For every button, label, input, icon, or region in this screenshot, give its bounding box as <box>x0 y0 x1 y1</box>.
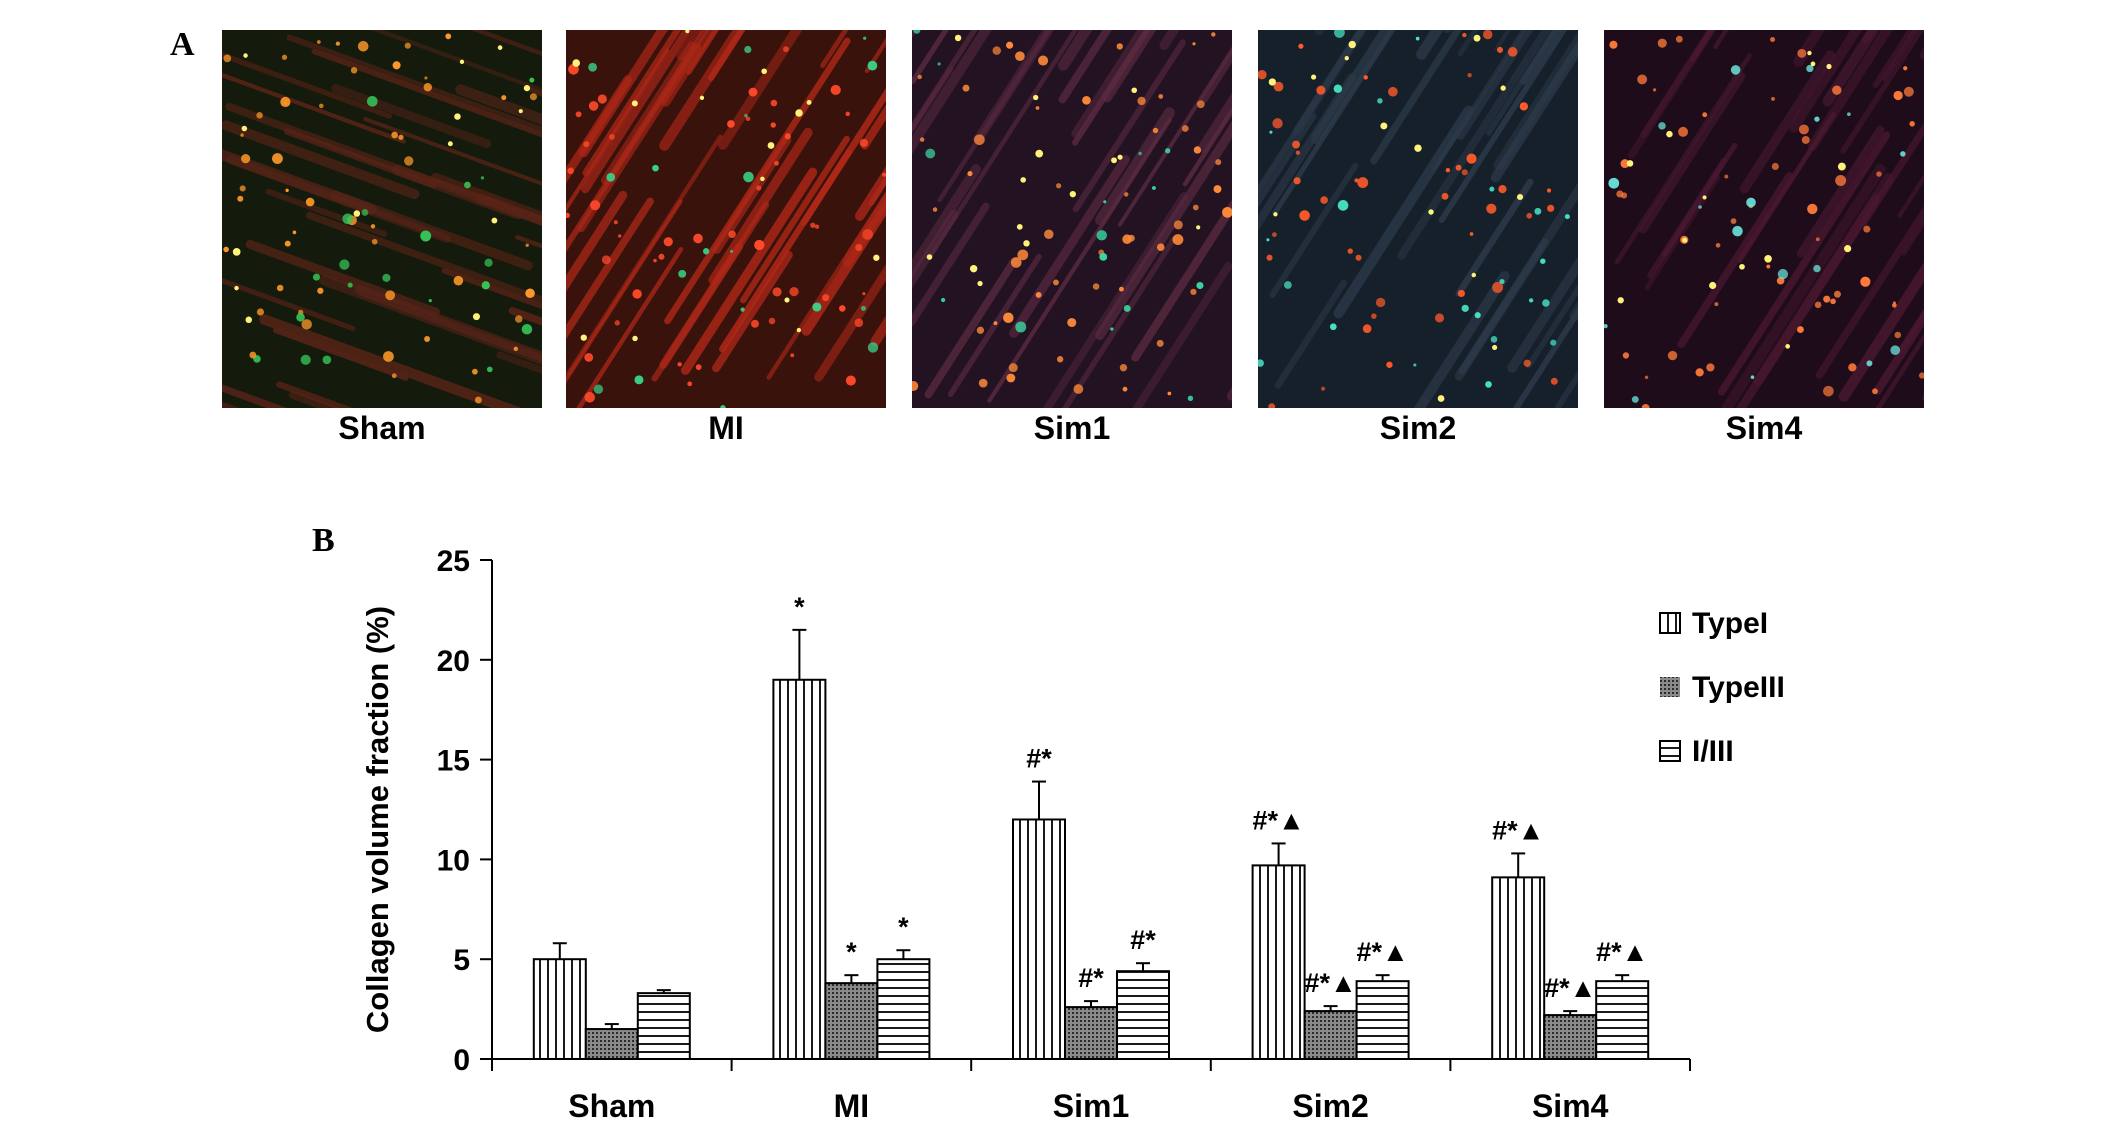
significance-mark: * <box>794 592 805 622</box>
bar <box>584 1028 639 1060</box>
legend-swatch <box>1660 677 1680 697</box>
bar <box>1012 818 1066 1061</box>
y-tick-label: 10 <box>437 844 470 877</box>
significance-mark: * <box>846 937 857 967</box>
y-tick-label: 0 <box>453 1044 470 1077</box>
y-tick-label: 5 <box>453 944 470 977</box>
significance-mark: #*▲ <box>1356 937 1408 967</box>
x-category-label: MI <box>834 1088 870 1124</box>
bar <box>824 982 879 1061</box>
bar <box>1355 980 1410 1061</box>
micrograph-sim4 <box>1604 30 1924 408</box>
bar <box>772 678 827 1060</box>
significance-mark: #*▲ <box>1596 937 1648 967</box>
bar <box>1543 1014 1598 1061</box>
panel-b-letter: B <box>312 522 335 559</box>
micrograph-mi <box>566 30 886 408</box>
bar <box>636 992 691 1060</box>
legend-swatch <box>1659 740 1681 762</box>
micrograph-label-sim4: Sim4 <box>1725 410 1803 446</box>
collagen-bar-chart: 0 5 10 15 20 25 Collagen volume fraction (%) Sh… <box>360 545 1785 1124</box>
significance-mark: #* <box>1026 744 1052 774</box>
y-tick-label: 25 <box>437 545 470 578</box>
x-category-label: Sim2 <box>1292 1088 1368 1124</box>
bar <box>1064 1006 1118 1061</box>
micrograph-label-mi: MI <box>708 410 744 446</box>
x-category-label: Sim4 <box>1532 1088 1609 1124</box>
y-tick-label: 20 <box>437 645 470 678</box>
bar <box>1116 970 1170 1060</box>
legend-swatch <box>1659 612 1681 634</box>
significance-mark: * <box>898 912 909 942</box>
y-tick-label: 15 <box>437 745 470 778</box>
micrograph-sim1 <box>912 30 1232 408</box>
bar <box>532 958 587 1061</box>
legend-entry: TypeI <box>1692 607 1768 640</box>
micrograph-sham <box>222 30 542 408</box>
micrograph-label-sim1: Sim1 <box>1033 410 1111 446</box>
panel-a-letter: A <box>170 26 195 63</box>
significance-mark: #* <box>1078 963 1104 993</box>
x-category-label: Sim1 <box>1053 1088 1129 1124</box>
significance-mark: #*▲ <box>1304 968 1356 998</box>
significance-mark: #* <box>1130 925 1156 955</box>
x-category-label: Sham <box>568 1088 655 1124</box>
micrograph-label-sim2: Sim2 <box>1379 410 1457 446</box>
bar <box>876 958 931 1061</box>
bar <box>1303 1010 1358 1061</box>
y-axis-title: Collagen volume fraction (%) <box>360 606 395 1033</box>
significance-mark: #*▲ <box>1544 973 1596 1003</box>
significance-mark: #*▲ <box>1492 815 1544 845</box>
bar <box>1491 876 1546 1061</box>
micrograph-sim2 <box>1258 30 1578 408</box>
legend-entry: TypeIII <box>1692 671 1785 704</box>
bar <box>1595 980 1650 1061</box>
significance-mark: #*▲ <box>1252 805 1304 835</box>
legend-entry: I/III <box>1692 735 1734 768</box>
bar <box>1251 864 1306 1060</box>
micrograph-label-sham: Sham <box>338 410 426 446</box>
